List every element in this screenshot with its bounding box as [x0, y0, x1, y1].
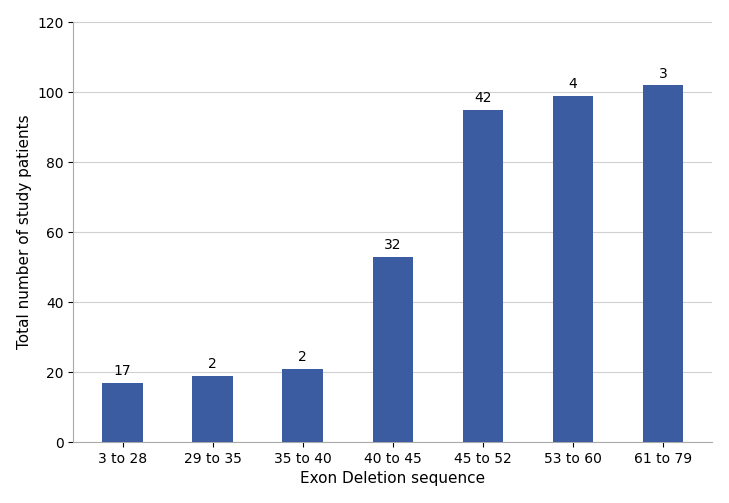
Bar — [373, 257, 413, 442]
Bar — [463, 110, 503, 442]
Bar — [102, 383, 143, 442]
Bar — [643, 85, 683, 442]
Y-axis label: Total number of study patients: Total number of study patients — [17, 115, 31, 350]
Text: 42: 42 — [474, 92, 491, 106]
Bar — [283, 369, 323, 442]
Text: 4: 4 — [569, 77, 577, 92]
Bar — [192, 376, 233, 442]
Text: 2: 2 — [298, 351, 307, 364]
Text: 2: 2 — [208, 357, 217, 371]
Text: 17: 17 — [114, 364, 131, 378]
X-axis label: Exon Deletion sequence: Exon Deletion sequence — [300, 471, 486, 486]
Text: 3: 3 — [658, 67, 667, 81]
Text: 32: 32 — [384, 238, 402, 253]
Bar — [553, 96, 593, 442]
